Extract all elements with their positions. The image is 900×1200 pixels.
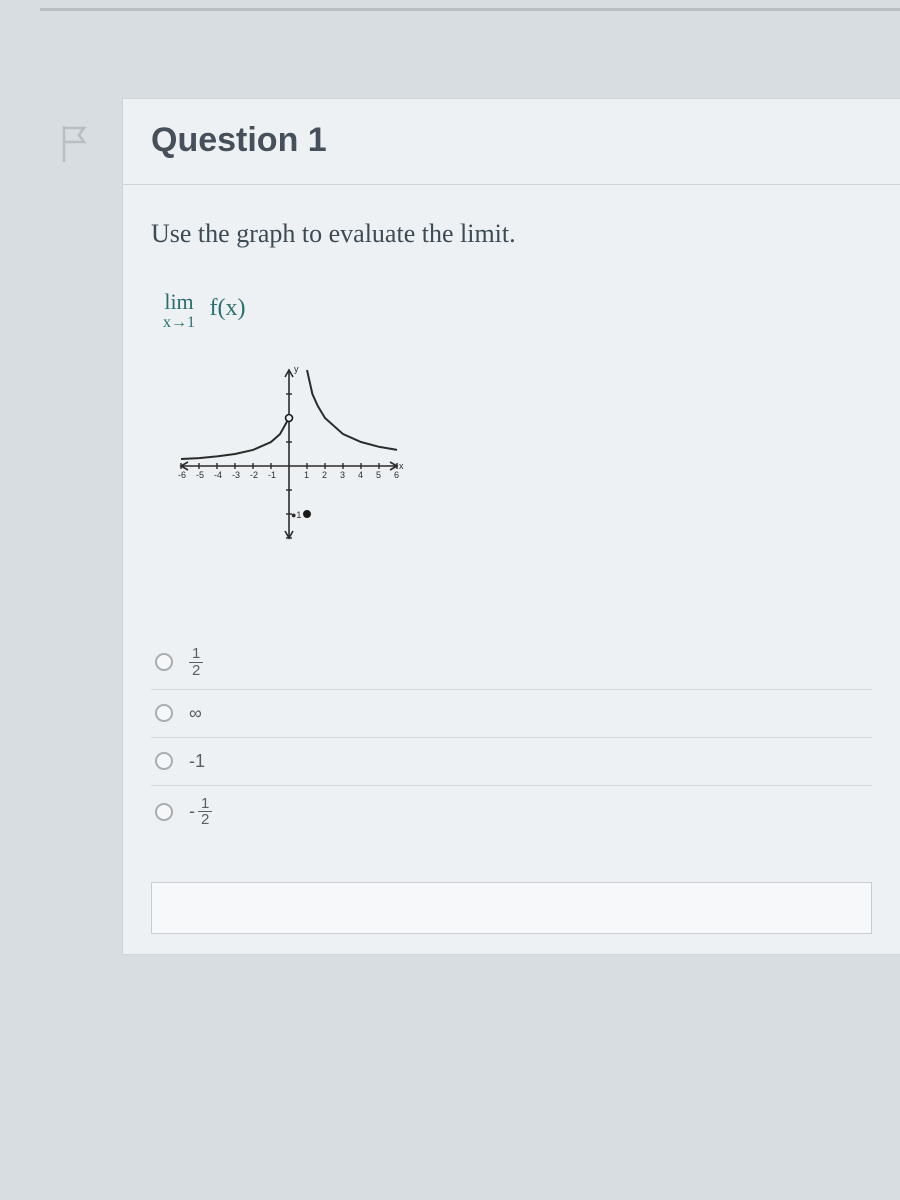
question-card: Question 1 Use the graph to evaluate the… bbox=[122, 98, 900, 955]
option-a[interactable]: 12 bbox=[151, 636, 872, 690]
option-c[interactable]: -1 bbox=[151, 738, 872, 786]
limit-bottom: x→1 bbox=[163, 313, 195, 332]
svg-text:-2: -2 bbox=[250, 470, 258, 480]
option-label-d: -12 bbox=[189, 796, 212, 829]
option-b[interactable]: ∞ bbox=[151, 690, 872, 738]
radio-d[interactable] bbox=[155, 803, 173, 821]
radio-c[interactable] bbox=[155, 752, 173, 770]
svg-text:y: y bbox=[294, 364, 299, 374]
question-prompt: Use the graph to evaluate the limit. bbox=[151, 219, 872, 249]
answer-options: 12 ∞ -1 -12 bbox=[151, 636, 872, 838]
flag-button[interactable] bbox=[48, 110, 104, 178]
svg-text:5: 5 bbox=[376, 470, 381, 480]
option-label-c: -1 bbox=[189, 751, 205, 772]
svg-text:●1: ●1 bbox=[291, 510, 301, 520]
svg-text:-5: -5 bbox=[196, 470, 204, 480]
limit-top: lim bbox=[163, 291, 195, 313]
flag-icon bbox=[58, 122, 94, 166]
svg-text:-6: -6 bbox=[178, 470, 186, 480]
question-title: Question 1 bbox=[151, 121, 327, 159]
graph-container: x y -6 -5 -4 -3 -2 -1 1 2 3 4 5 6 ●1 bbox=[159, 346, 872, 576]
svg-text:x: x bbox=[399, 461, 404, 471]
svg-text:-4: -4 bbox=[214, 470, 222, 480]
svg-text:-3: -3 bbox=[232, 470, 240, 480]
page-top-divider bbox=[40, 8, 900, 12]
svg-text:3: 3 bbox=[340, 470, 345, 480]
option-label-b: ∞ bbox=[189, 703, 202, 724]
svg-text:-1: -1 bbox=[268, 470, 276, 480]
question-header: Question 1 bbox=[123, 99, 900, 185]
svg-text:1: 1 bbox=[304, 470, 309, 480]
radio-b[interactable] bbox=[155, 704, 173, 722]
svg-text:4: 4 bbox=[358, 470, 363, 480]
answer-input-box[interactable] bbox=[151, 882, 872, 934]
option-d[interactable]: -12 bbox=[151, 786, 872, 839]
limit-expression: lim x→1 f(x) bbox=[163, 291, 872, 332]
function-graph: x y -6 -5 -4 -3 -2 -1 1 2 3 4 5 6 ●1 bbox=[159, 346, 419, 576]
svg-text:6: 6 bbox=[394, 470, 399, 480]
question-body: Use the graph to evaluate the limit. lim… bbox=[123, 185, 900, 954]
option-label-a: 12 bbox=[189, 646, 203, 679]
svg-text:2: 2 bbox=[322, 470, 327, 480]
radio-a[interactable] bbox=[155, 653, 173, 671]
limit-fx: f(x) bbox=[209, 295, 245, 321]
